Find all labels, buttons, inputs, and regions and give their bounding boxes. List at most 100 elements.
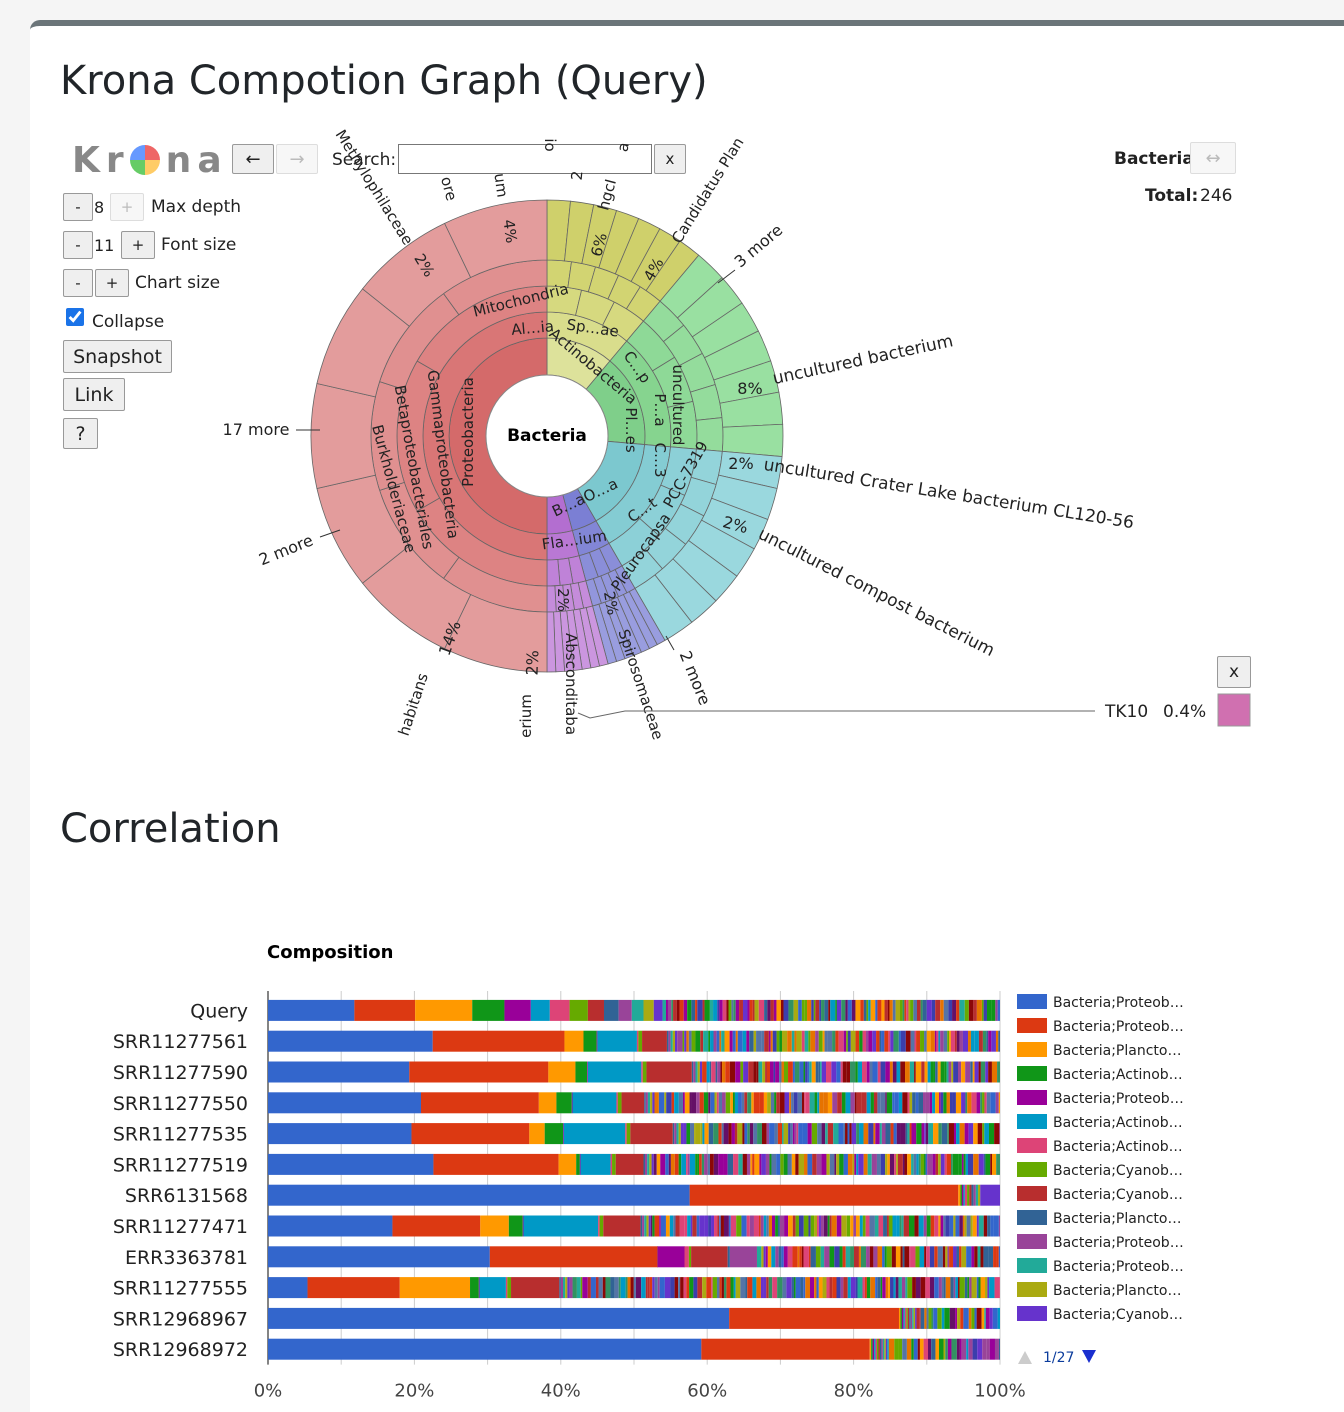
- bar-segment-other: [668, 1153, 671, 1175]
- max-depth-decrease[interactable]: -: [63, 193, 93, 221]
- bar-segment-other: [723, 1277, 727, 1299]
- bar-segment-other: [947, 1338, 952, 1360]
- font-size-decrease[interactable]: -: [63, 231, 93, 259]
- bar-segment-other: [879, 1030, 882, 1052]
- bar-segment-other: [782, 1277, 787, 1299]
- bar-segment-other: [920, 1277, 926, 1299]
- legend-next-page-icon[interactable]: [1082, 1350, 1096, 1363]
- bar-segment-other: [972, 1061, 975, 1083]
- legend-entry[interactable]: Bacteria;Actinob…: [1053, 1067, 1183, 1083]
- legend-entry[interactable]: Bacteria;Cyanob…: [1053, 1307, 1183, 1323]
- legend-entry[interactable]: Bacteria;Actinob…: [1053, 1115, 1183, 1131]
- bar-segment-other: [693, 1277, 698, 1299]
- legend-swatch: [1017, 1162, 1047, 1177]
- legend-entry[interactable]: Bacteria;Proteob…: [1053, 1235, 1184, 1251]
- bar-segment: [432, 1030, 565, 1052]
- bar-segment: [978, 1184, 981, 1206]
- chart-size-decrease[interactable]: -: [63, 269, 93, 297]
- bar-segment: [571, 1092, 573, 1114]
- bar-segment-other: [998, 1092, 1000, 1114]
- collapse-checkbox[interactable]: [66, 308, 84, 326]
- bar-segment-other: [784, 1092, 790, 1114]
- bar-segment-other: [731, 999, 734, 1021]
- bar-segment-other: [805, 1092, 810, 1114]
- legend-prev-page-icon[interactable]: [1018, 1351, 1032, 1364]
- search-clear-button[interactable]: x: [654, 144, 686, 174]
- bar-segment: [969, 1184, 972, 1206]
- legend-entry[interactable]: Bacteria;Cyanob…: [1053, 1187, 1183, 1203]
- legend-entry[interactable]: Bacteria;Actinob…: [1053, 1139, 1183, 1155]
- bar-segment-other: [809, 1092, 815, 1114]
- legend-entry[interactable]: Bacteria;Plancto…: [1053, 1211, 1181, 1227]
- legend-entry[interactable]: Bacteria;Plancto…: [1053, 1283, 1181, 1299]
- bar-segment-other: [849, 1123, 852, 1145]
- bar-segment: [904, 1307, 907, 1329]
- bar-segment-other: [753, 1092, 760, 1114]
- bar-segment-other: [627, 1277, 631, 1299]
- bar-segment: [688, 1246, 692, 1268]
- bar-segment-other: [818, 1030, 823, 1052]
- back-button[interactable]: ←: [232, 144, 274, 174]
- bar-segment-other: [837, 1092, 842, 1114]
- sunburst-rings[interactable]: [310, 199, 784, 673]
- cyanobacteria-wedge[interactable]: [721, 423, 784, 458]
- search-input[interactable]: [398, 144, 652, 174]
- bar-segment-other: [745, 1277, 748, 1299]
- bar-segment-other: [722, 999, 727, 1021]
- chart-size-increase[interactable]: +: [95, 269, 129, 297]
- max-depth-increase[interactable]: +: [110, 193, 144, 221]
- proteobacteria-wedge[interactable]: [444, 199, 548, 278]
- bar-segment-other: [908, 999, 911, 1021]
- bar-segment-other: [699, 1215, 705, 1237]
- bar-segment-other: [943, 1338, 946, 1360]
- forward-button[interactable]: →: [276, 144, 318, 174]
- correlation-title: Correlation: [60, 806, 281, 852]
- bar-segment-other: [829, 1215, 832, 1237]
- legend-entry[interactable]: Bacteria;Proteob…: [1053, 995, 1184, 1011]
- font-size-increase[interactable]: +: [121, 231, 155, 259]
- bar-segment-other: [641, 1277, 646, 1299]
- chart-legend[interactable]: Bacteria;Proteob… Bacteria;Proteob… Bacter…: [1017, 994, 1184, 1323]
- bar-segment-other: [826, 1277, 830, 1299]
- bar-segment-other: [970, 1061, 973, 1083]
- verrucomicrobia-wedge[interactable]: [546, 559, 561, 587]
- center-circle[interactable]: [485, 374, 609, 498]
- bar-segment-other: [982, 1092, 985, 1114]
- legend-entry[interactable]: Bacteria;Cyanob…: [1053, 1163, 1183, 1179]
- bar-segment: [657, 1246, 685, 1268]
- proteobacteria-wedge[interactable]: [310, 383, 376, 489]
- bar-segment-other: [918, 1215, 924, 1237]
- bar-segment-other: [735, 999, 740, 1021]
- font-size-label: Font size: [161, 235, 237, 255]
- bar-segment: [642, 1215, 645, 1237]
- link-button[interactable]: Link: [63, 378, 125, 411]
- bar-segment-other: [827, 1123, 834, 1145]
- bar-segment-other: [829, 1277, 833, 1299]
- bar-segment-other: [845, 1123, 848, 1145]
- bar-segment-other: [959, 1030, 963, 1052]
- legend-entry[interactable]: Bacteria;Proteob…: [1053, 1091, 1184, 1107]
- bar-segment-other: [955, 1307, 958, 1329]
- bar-segment-other: [695, 1153, 698, 1175]
- legend-entry[interactable]: Bacteria;Plancto…: [1053, 1043, 1181, 1059]
- legend-entry[interactable]: Bacteria;Proteob…: [1053, 1259, 1184, 1275]
- bar-segment-other: [973, 999, 977, 1021]
- swap-focus-button[interactable]: ↔: [1190, 142, 1236, 174]
- bar-segment-other: [940, 1030, 944, 1052]
- bar-segment-other: [795, 1153, 799, 1175]
- krona-sunburst[interactable]: Bacteria Proteobacteria Gammaproteobacte…: [0, 0, 1344, 760]
- bar-segment-other: [753, 1061, 757, 1083]
- legend-entry[interactable]: Bacteria;Proteob…: [1053, 1019, 1184, 1035]
- help-button[interactable]: ?: [63, 418, 98, 449]
- bar-segment-other: [691, 999, 696, 1021]
- label-ples: Pl…es: [622, 407, 640, 452]
- bar-segment-other: [958, 1061, 962, 1083]
- bar-segment: [268, 1215, 393, 1237]
- bar-segment-other: [777, 1215, 780, 1237]
- bar-segment-other: [910, 1030, 915, 1052]
- snapshot-button[interactable]: Snapshot: [63, 340, 172, 373]
- selected-node-close-button[interactable]: x: [1217, 656, 1251, 688]
- label-absconditaba: Absconditaba: [562, 633, 580, 735]
- bar-segment-other: [810, 1030, 816, 1052]
- bar-segment-other: [915, 1092, 919, 1114]
